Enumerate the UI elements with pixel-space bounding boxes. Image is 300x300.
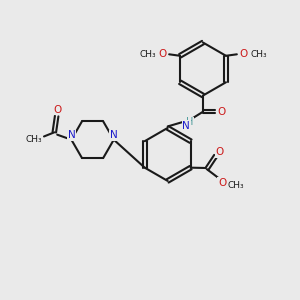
- Text: CH₃: CH₃: [228, 181, 244, 190]
- Text: O: O: [218, 107, 226, 117]
- Text: N: N: [110, 130, 118, 140]
- Text: O: O: [215, 147, 223, 158]
- Text: CH₃: CH₃: [251, 50, 268, 59]
- Text: H: H: [186, 117, 193, 127]
- Text: CH₃: CH₃: [26, 135, 43, 144]
- Text: O: O: [239, 49, 248, 59]
- Text: N: N: [68, 130, 75, 140]
- Text: N: N: [182, 121, 190, 131]
- Text: CH₃: CH₃: [139, 50, 156, 59]
- Text: O: O: [218, 178, 226, 188]
- Text: O: O: [158, 49, 166, 59]
- Text: O: O: [53, 105, 61, 115]
